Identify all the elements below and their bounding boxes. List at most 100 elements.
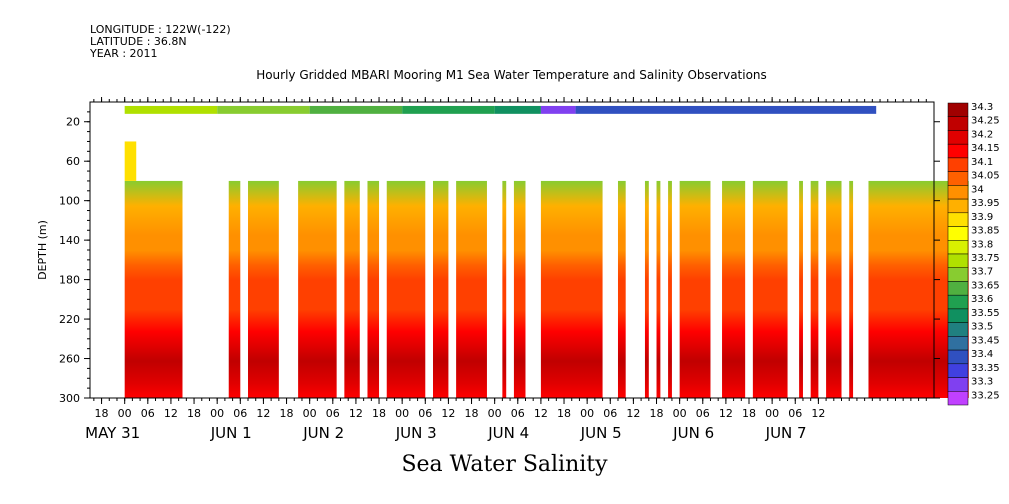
surface-salinity-segment [540,105,576,114]
colorbar-cell [947,322,969,337]
salinity-column [810,180,819,398]
salinity-column [644,180,649,398]
x-date-label: JUN 1 [210,424,252,442]
x-date-label: JUN 2 [302,424,344,442]
colorbar-label: 34.2 [971,129,993,140]
salinity-column [656,180,661,398]
colorbar-cell [947,349,969,365]
y-tick-label: 300 [59,392,80,405]
axes: 20 60 100 140 180 220 260 300 18 00 06 12 18 00 06 12 18… [59,97,940,442]
x-tick-label: 06 [603,407,617,420]
salinity-column [367,180,380,398]
x-tick-label: 12 [811,407,825,420]
colorbar-label: 33.55 [971,308,1000,319]
x-tick-label: 00 [395,407,409,420]
colorbar-label: 33.25 [971,390,1000,401]
x-tick-label: 12 [441,407,455,420]
colorbar-cell [947,198,969,214]
salinity-column [752,180,788,398]
colorbar-cell [947,363,969,378]
colorbar-label: 34.05 [971,171,1000,182]
x-tick-label: 00 [210,407,224,420]
y-tick-label: 60 [66,155,80,168]
x-tick-label: 06 [141,407,155,420]
colorbar-cell [947,281,969,296]
colorbar-label: 34.25 [971,116,1000,127]
colorbar-label: 33.85 [971,226,1000,237]
colorbar-cell [947,226,969,241]
x-tick-label: 18 [280,407,294,420]
x-date-label: JUN 3 [395,424,437,442]
colorbar-cell [947,143,969,159]
colorbar-cell [947,157,969,172]
colorbar-cell [947,116,969,131]
x-date-label: JUN 4 [487,424,529,442]
colorbar-cell [947,391,969,406]
colorbar-cell [947,308,969,323]
x-tick-label: 06 [511,407,525,420]
plot-area [89,101,969,399]
colorbar-label: 33.5 [971,322,993,333]
x-tick-label: 18 [372,407,386,420]
colorbar-cell [947,267,969,282]
salinity-column [456,180,487,398]
colorbar-cell [947,185,969,200]
surface-salinity-segment [575,105,877,114]
y-tick-label: 20 [66,116,80,129]
longitude-label: LONGITUDE : 122W(-122) [90,23,231,36]
salinity-column [826,180,842,398]
colorbar-label: 33.35 [971,363,1000,374]
y-tick-label: 140 [59,234,80,247]
x-tick-label: 18 [465,407,479,420]
colorbar-label: 33.8 [971,239,993,250]
x-tick-label: 00 [303,407,317,420]
salinity-column [617,180,626,398]
x-tick-label: 12 [349,407,363,420]
surface-salinity-segment [402,105,495,114]
chart-subtitle: Sea Water Salinity [401,452,608,477]
plot-metadata: LONGITUDE : 122W(-122) LATITUDE : 36.8N … [90,24,231,60]
colorbar-cell [947,102,969,117]
x-tick-label: 12 [164,407,178,420]
colorbar-label: 34.3 [971,102,993,113]
colorbar-label: 34 [971,184,984,195]
colorbar-cell [947,294,969,310]
salinity-column [386,180,426,398]
colorbar-cell [947,336,969,351]
x-tick-label: 00 [765,407,779,420]
colorbar-label: 33.65 [971,280,1000,291]
salinity-column [124,180,183,398]
x-date-label: JUN 5 [580,424,622,442]
x-date-label: JUN 6 [672,424,714,442]
surface-salinity-segment [124,105,218,114]
x-tick-label: 06 [418,407,432,420]
x-tick-label: 06 [326,407,340,420]
colorbar-cell [947,171,969,186]
salinity-column [228,180,241,398]
salinity-column [432,180,449,398]
colorbar-label: 33.9 [971,212,993,223]
x-date-label: MAY 31 [85,424,140,442]
salinity-column-upper [124,141,137,181]
colorbar-cell [947,240,969,255]
x-tick-label: 12 [626,407,640,420]
x-tick-label: 18 [650,407,664,420]
y-tick-label: 260 [59,353,80,366]
x-tick-label: 18 [557,407,571,420]
chart-title: Hourly Gridded MBARI Mooring M1 Sea Wate… [256,68,767,82]
year-label: YEAR : 2011 [90,47,158,60]
x-tick-label: 00 [580,407,594,420]
colorbar-label: 33.4 [971,349,993,360]
colorbar-label: 33.75 [971,253,1000,264]
x-tick-label: 00 [673,407,687,420]
x-tick-label: 00 [488,407,502,420]
salinity-column [344,180,360,398]
x-tick-label: 00 [118,407,132,420]
colorbar-label: 33.3 [971,377,993,388]
x-tick-label: 12 [534,407,548,420]
salinity-column [298,180,337,398]
y-tick-label: 220 [59,313,80,326]
colorbar-cell [947,253,969,268]
x-tick-label: 18 [95,407,109,420]
y-axis-label: DEPTH (m) [36,220,49,280]
